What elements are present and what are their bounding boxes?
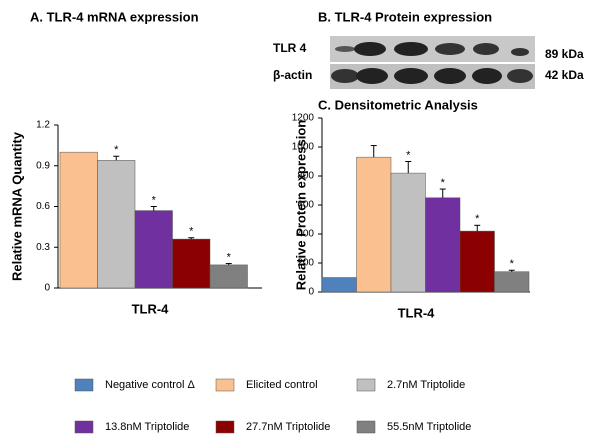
legend-swatch	[356, 378, 376, 392]
blot-row-label: TLR 4	[273, 41, 307, 55]
significance-marker: *	[152, 194, 157, 206]
legend-swatch	[74, 420, 94, 434]
y-tick-label: 1200	[292, 113, 315, 124]
y-tick-label: 0.9	[36, 160, 50, 171]
y-tick-label: 0	[308, 287, 314, 298]
y-tick-label: 800	[297, 171, 314, 182]
bar	[356, 156, 392, 293]
significance-marker: *	[189, 226, 194, 238]
y-tick-label: 0	[44, 283, 50, 294]
bar	[321, 277, 357, 293]
panel-c-title: C. Densitometric Analysis	[318, 97, 478, 112]
bar	[59, 151, 98, 289]
panel-b-title: B. TLR-4 Protein expression	[318, 9, 492, 24]
legend-label: Negative control Δ	[105, 379, 196, 391]
x-axis-label: TLR-4	[398, 305, 436, 320]
y-tick-label: 1000	[292, 142, 315, 153]
bar	[494, 271, 530, 293]
y-tick-label: 0.6	[36, 201, 50, 212]
significance-marker: *	[475, 213, 480, 225]
y-tick-label: 1.2	[36, 120, 50, 131]
significance-marker: *	[510, 258, 515, 270]
panel-a-title: A. TLR-4 mRNA expression	[30, 9, 199, 24]
x-axis-label: TLR-4	[132, 301, 170, 316]
y-tick-label: 0.3	[36, 242, 50, 253]
bar	[172, 238, 211, 289]
legend-swatch	[215, 378, 235, 392]
legend-label: 2.7nM Triptolide	[387, 379, 465, 391]
legend-label: 55.5nM Triptolide	[387, 421, 471, 433]
blot-size: 89 kDa	[545, 47, 584, 61]
y-axis-label: Relative mRNA Quantity	[9, 131, 24, 281]
bar	[97, 160, 136, 289]
bar	[134, 210, 173, 289]
blot-size: 42 kDa	[545, 68, 584, 82]
bar	[425, 197, 461, 293]
y-tick-label: 600	[297, 200, 314, 211]
significance-marker: *	[441, 177, 446, 189]
blot-image	[330, 36, 535, 89]
significance-marker: *	[114, 144, 119, 156]
bar	[209, 264, 248, 289]
blot-row-label: β-actin	[273, 68, 312, 82]
legend-label: 13.8nM Triptolide	[105, 421, 189, 433]
y-tick-label: 400	[297, 229, 314, 240]
y-tick-label: 200	[297, 258, 314, 269]
significance-marker: *	[406, 149, 411, 161]
legend-label: 27.7nM Triptolide	[246, 421, 330, 433]
legend-swatch	[74, 378, 94, 392]
legend-swatch	[356, 420, 376, 434]
bar	[390, 172, 426, 293]
bar	[459, 230, 495, 293]
y-axis-label: Relative Protein expression	[293, 120, 308, 291]
legend-label: Elicited control	[246, 379, 318, 391]
legend-swatch	[215, 420, 235, 434]
significance-marker: *	[227, 251, 232, 263]
